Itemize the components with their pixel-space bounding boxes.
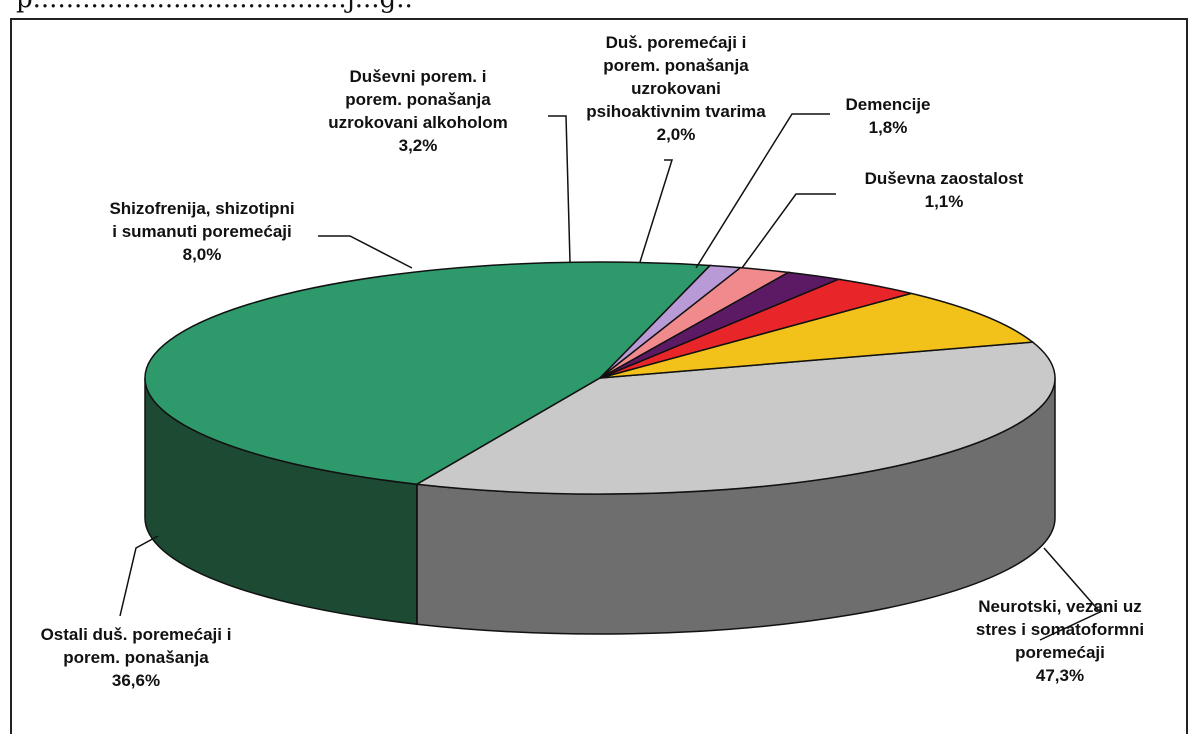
slice-label-line: Shizofrenija, shizotipni xyxy=(109,199,294,218)
slice-value-5: 1,8% xyxy=(869,118,908,137)
slice-value-2: 8,0% xyxy=(183,245,222,264)
slice-label-line: Demencije xyxy=(845,95,930,114)
slice-label-line: Neurotski, vezani uz xyxy=(978,597,1141,616)
slice-label-1: Ostali duš. poremećaji i porem. ponašanja… xyxy=(41,625,232,690)
slice-label-line: Duš. poremećaji i xyxy=(606,33,747,52)
slice-label-line: psihoaktivnim tvarima xyxy=(586,102,766,121)
slice-value-3: 3,2% xyxy=(399,136,438,155)
slice-value-6: 1,1% xyxy=(925,192,964,211)
slice-value-1: 36,6% xyxy=(112,671,160,690)
leader-line-2 xyxy=(318,235,413,269)
slice-label-line: Ostali duš. poremećaji i xyxy=(41,625,232,644)
slice-label-3: Duševni porem. i porem. ponašanja uzrokova… xyxy=(328,67,507,155)
leader-line-4 xyxy=(639,159,674,263)
slice-label-line: Duševni porem. i xyxy=(350,67,487,86)
slice-label-line: porem. ponašanja xyxy=(603,56,749,75)
slice-label-2: Shizofrenija, shizotipni i sumanuti porem… xyxy=(109,199,294,264)
leader-line-3 xyxy=(548,115,571,263)
chart-frame xyxy=(10,18,1188,734)
pie-slice-2 xyxy=(599,292,1035,379)
leader-line-6 xyxy=(741,193,836,269)
slice-label-line: stres i somatoformni xyxy=(976,620,1144,639)
slice-label-5: Demencije 1,8% xyxy=(845,95,930,137)
slice-label-line: Duševna zaostalost xyxy=(865,169,1024,188)
pie-slice-1 xyxy=(414,341,1056,495)
slice-value-0: 47,3% xyxy=(1036,666,1084,685)
slice-label-0: Neurotski, vezani uz stres i somatoformni… xyxy=(976,597,1144,685)
slice-label-line: uzrokovani alkoholom xyxy=(328,113,507,132)
slice-label-4: Duš. poremećaji i porem. ponašanja uzrokov… xyxy=(586,33,766,144)
slice-label-line: porem. ponašanja xyxy=(345,90,491,109)
pie-slice-6 xyxy=(599,264,743,379)
pie-slice-0 xyxy=(144,261,712,485)
slice-label-line: porem. ponašanja xyxy=(63,648,209,667)
clipped-title: p......................................j… xyxy=(0,0,1192,14)
leader-line-0 xyxy=(1039,547,1102,641)
slice-label-6: Duševna zaostalost 1,1% xyxy=(865,169,1024,211)
slice-label-line: uzrokovani xyxy=(631,79,721,98)
leader-line-1 xyxy=(119,535,159,617)
slice-label-line: poremećaji xyxy=(1015,643,1105,662)
slice-label-line: i sumanuti poremećaji xyxy=(112,222,292,241)
slice-value-4: 2,0% xyxy=(657,125,696,144)
leader-line-5 xyxy=(695,113,830,269)
